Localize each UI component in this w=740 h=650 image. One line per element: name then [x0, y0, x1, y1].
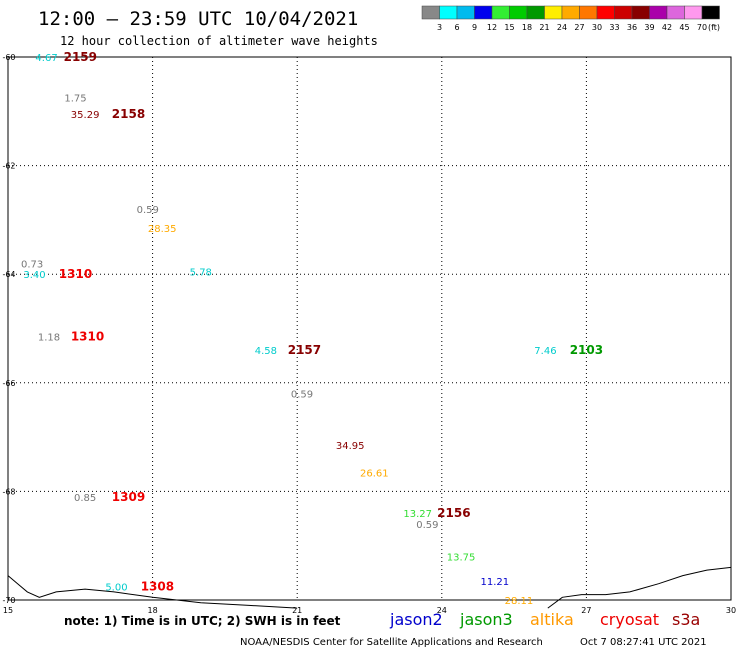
x-tick-label: 15 — [3, 606, 13, 615]
x-tick-label: 21 — [292, 606, 302, 615]
colorbar-tick-label: 30 — [592, 23, 602, 32]
wave-height-value: 11.21 — [480, 577, 509, 588]
colorbar-swatch — [614, 5, 633, 20]
colorbar-swatch — [491, 5, 510, 20]
credit-text: NOAA/NESDIS Center for Satellite Applica… — [240, 637, 543, 648]
y-tick-label: -66 — [2, 379, 15, 388]
colorbar-swatch — [649, 5, 668, 20]
colorbar-swatch — [526, 5, 545, 20]
colorbar-swatch — [701, 5, 720, 20]
wave-height-value: 34.95 — [336, 441, 365, 452]
colorbar-tick-label: 24 — [557, 23, 567, 32]
colorbar-tick-label: 9 — [472, 23, 477, 32]
wave-height-value: 5.78 — [190, 267, 212, 278]
colorbar-swatch — [666, 5, 685, 20]
color-scale-legend: 3 6 9 12 15 18 21 24 27 30 33 36 39 42 45 70 — [421, 5, 720, 32]
colorbar-swatch — [631, 5, 650, 20]
colorbar-swatch — [561, 5, 580, 20]
wave-height-value: 3.40 — [23, 270, 45, 281]
mission-legend-jason2: jason2 — [389, 610, 443, 629]
wave-height-value: 7.46 — [534, 346, 556, 357]
mission-legend-jason3: jason3 — [459, 610, 513, 629]
colorbar-swatch — [456, 5, 475, 20]
cycle-number-label: 1308 — [141, 579, 174, 593]
wave-height-value: 0.59 — [137, 205, 159, 216]
y-tick-label: -68 — [2, 487, 15, 496]
wave-height-value: 4.58 — [255, 346, 277, 357]
timestamp: Oct 7 08:27:41 UTC 2021 — [580, 637, 707, 648]
y-tick-label: -64 — [2, 270, 15, 279]
colorbar-swatch — [474, 5, 493, 20]
wave-height-value: 1.18 — [38, 333, 60, 344]
colorbar-tick-label: 45 — [679, 23, 689, 32]
colorbar-tick-label: 42 — [662, 23, 672, 32]
wave-height-value: 28.35 — [148, 224, 177, 235]
colorbar-swatch — [684, 5, 703, 20]
wave-height-value: 0.59 — [416, 520, 438, 531]
colorbar-swatch — [439, 5, 458, 20]
y-tick-label: -60 — [2, 53, 15, 62]
wave-height-value: 28.11 — [505, 596, 534, 607]
x-tick-label: 24 — [437, 606, 447, 615]
wave-height-value: 1.75 — [64, 94, 86, 105]
wave-height-value: 13.27 — [403, 509, 432, 520]
grid-lines — [8, 57, 731, 600]
y-axis-ticks: -60 -62 -64 -66 -68 -70 — [2, 53, 15, 605]
mission-legend: jason2 jason3 altika cryosat s3a — [389, 610, 700, 629]
mission-legend-altika: altika — [530, 610, 574, 629]
cycle-number-label: 2159 — [64, 50, 97, 64]
coastline-segment — [7, 575, 298, 609]
colorbar-swatch — [579, 5, 598, 20]
wave-height-value: 13.75 — [447, 553, 476, 564]
colorbar-tick-label: 21 — [539, 23, 549, 32]
cycle-number-label: 2156 — [437, 506, 470, 520]
coastline-segment — [547, 566, 732, 609]
colorbar-unit: (ft) — [708, 23, 720, 32]
wave-height-value: 35.29 — [71, 110, 100, 121]
wave-height-value: 0.85 — [74, 493, 96, 504]
cycle-number-label: 2157 — [288, 343, 321, 357]
colorbar-tick-label: 33 — [609, 23, 619, 32]
colorbar-tick-label: 3 — [437, 23, 442, 32]
wave-height-value: 0.59 — [291, 390, 313, 401]
cycle-number-label: 1310 — [59, 267, 92, 281]
y-tick-label: -62 — [2, 162, 15, 171]
coastline — [7, 566, 732, 609]
colorbar-tick-label: 39 — [644, 23, 654, 32]
x-tick-label: 30 — [726, 606, 736, 615]
colorbar-swatch — [509, 5, 528, 20]
colorbar-tick-label: 36 — [627, 23, 637, 32]
colorbar-tick-label: 27 — [574, 23, 584, 32]
cycle-number-label: 1310 — [71, 330, 104, 344]
cycle-number-label: 2103 — [570, 343, 603, 357]
wave-height-value: 26.61 — [360, 468, 389, 479]
wave-height-value: 5.00 — [105, 582, 127, 593]
colorbar-tick-label: 12 — [487, 23, 497, 32]
colorbar-tick-label: 18 — [522, 23, 532, 32]
colorbar-swatch — [544, 5, 563, 20]
footnote: note: 1) Time is in UTC; 2) SWH is in fe… — [64, 614, 341, 628]
chart-subtitle: 12 hour collection of altimeter wave hei… — [60, 34, 378, 48]
wave-height-value: 0.73 — [21, 259, 43, 270]
cycle-number-label: 2158 — [112, 107, 145, 121]
colorbar-tick-label: 70 — [697, 23, 707, 32]
x-axis-ticks: 15 18 21 24 27 30 — [3, 606, 736, 615]
x-tick-label: 27 — [581, 606, 591, 615]
colorbar-swatch — [421, 5, 440, 20]
x-tick-label: 18 — [148, 606, 158, 615]
y-tick-label: -70 — [2, 596, 15, 605]
cycle-number-label: 1309 — [112, 490, 145, 504]
wave-height-value: 4.67 — [35, 53, 57, 64]
mission-legend-s3a: s3a — [672, 610, 700, 629]
colorbar-tick-label: 15 — [504, 23, 514, 32]
plot-frame — [7, 56, 732, 601]
wave-height-labels: 4.67 2159 1.75 35.29 2158 0.59 28.35 0.733.40 13… — [21, 50, 603, 607]
chart-title: 12:00 – 23:59 UTC 10/04/2021 — [38, 8, 358, 30]
colorbar-swatch — [596, 5, 615, 20]
colorbar-tick-label: 6 — [454, 23, 459, 32]
mission-legend-cryosat: cryosat — [600, 610, 659, 629]
